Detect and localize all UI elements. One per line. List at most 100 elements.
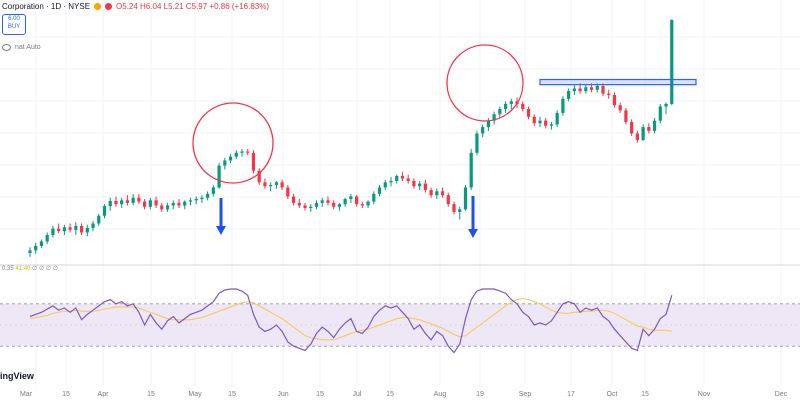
rsi-line (29, 288, 673, 354)
candle-body (366, 201, 370, 206)
candle-body (165, 205, 170, 210)
candle-body (486, 120, 490, 128)
candle-body (194, 199, 198, 201)
x-tick-label: 15 (147, 391, 155, 398)
x-tick-label: Mar (20, 391, 33, 398)
candle-body (34, 245, 38, 251)
candle-body (498, 109, 502, 115)
down-arrow-icon (216, 226, 226, 235)
candle-series (28, 19, 674, 257)
candle-body (263, 182, 267, 187)
candle-body (211, 187, 215, 194)
candle-body (435, 191, 439, 196)
candle-body (188, 200, 193, 202)
candle-body (337, 204, 342, 207)
candle-body (326, 200, 330, 203)
candle-body (561, 98, 565, 113)
candle-body (286, 187, 290, 197)
candle-body (349, 196, 353, 200)
candle-body (635, 133, 639, 140)
rsi-panel (0, 288, 800, 354)
candle-body (618, 105, 622, 111)
candle-body (458, 209, 462, 212)
candle-body (549, 124, 554, 126)
brand-logo: ingView (0, 371, 34, 381)
x-tick-label: 15 (228, 391, 236, 398)
candle-body (120, 200, 124, 205)
buy-button[interactable]: 6.00 BUY (2, 14, 26, 35)
eye-icon[interactable] (2, 44, 11, 51)
candle-body (584, 87, 588, 92)
candle-body (125, 200, 130, 203)
candle-body (102, 206, 107, 216)
scale-mode-label: nat Auto (15, 44, 41, 51)
alert-status-icon (105, 3, 113, 10)
candle-body (400, 175, 405, 179)
x-axis: Mar 15 Apr 15 May 15 Jun 15 Jul 15 Aug 19 Sep 17 Oct 15… (20, 391, 788, 398)
candle-body (85, 227, 89, 233)
candle-body (343, 199, 347, 205)
candle-body (228, 156, 233, 161)
candle-body (429, 190, 433, 196)
candle-body (446, 195, 450, 205)
rsi-legend: 0.35 41.40 ∅ ∅ ∅ ∅ (2, 265, 58, 272)
annotation-circle (446, 44, 524, 122)
candle-body (601, 85, 605, 94)
x-tick-label: 15 (316, 391, 324, 398)
candle-body (154, 200, 158, 206)
candle-body (45, 235, 49, 242)
x-tick-label: Jun (277, 391, 288, 398)
candle-body (452, 204, 456, 212)
candle-body (360, 204, 364, 206)
candle-body (314, 202, 319, 207)
candle-body (257, 170, 261, 183)
candle-body (200, 197, 204, 200)
market-status-icon (94, 3, 102, 10)
candle-body (567, 91, 571, 99)
candle-body (555, 112, 559, 125)
candle-body (509, 101, 513, 104)
resistance-zone (539, 78, 697, 86)
candle-body (137, 197, 141, 202)
annotations (192, 44, 697, 238)
candle-body (269, 184, 273, 187)
candle-body (612, 94, 617, 106)
rsi-value: 0.35 (2, 266, 14, 272)
chart-header: Corporation · 1D · NYSE O5.24 H6.04 L5.2… (2, 2, 269, 11)
x-tick-label: Nov (698, 391, 711, 398)
candle-body (246, 151, 250, 153)
candle-body (521, 103, 525, 110)
candle-body (114, 200, 118, 205)
candle-body (641, 127, 645, 140)
candle-body (372, 193, 376, 202)
candle-body (183, 201, 187, 206)
candle-body (389, 181, 393, 183)
annotation-circle (192, 102, 274, 184)
candle-body (108, 200, 112, 207)
candle-body (51, 228, 55, 236)
candle-body (57, 228, 61, 232)
candle-body (652, 120, 657, 131)
candle-body (274, 182, 278, 185)
candle-body (538, 120, 542, 124)
candle-body (503, 103, 508, 110)
candle-body (463, 187, 468, 210)
candle-body (320, 200, 324, 203)
candle-body (492, 114, 496, 121)
candle-body (475, 133, 479, 153)
candle-body (377, 187, 382, 194)
x-tick-label: 19 (476, 391, 484, 398)
candle-body (578, 88, 582, 92)
candle-body (39, 241, 44, 246)
candle-body (97, 215, 101, 224)
candle-body (624, 110, 628, 122)
x-tick-label: 17 (567, 391, 575, 398)
candle-body (383, 182, 387, 188)
candle-body (647, 127, 651, 131)
ohlc-values: O5.24 H6.04 L5.21 C5.97 +0.86 (+16.83%) (116, 2, 270, 11)
candle-body (28, 250, 32, 254)
candle-body (607, 93, 611, 95)
buy-label: BUY (7, 24, 21, 30)
candle-body (481, 127, 485, 134)
